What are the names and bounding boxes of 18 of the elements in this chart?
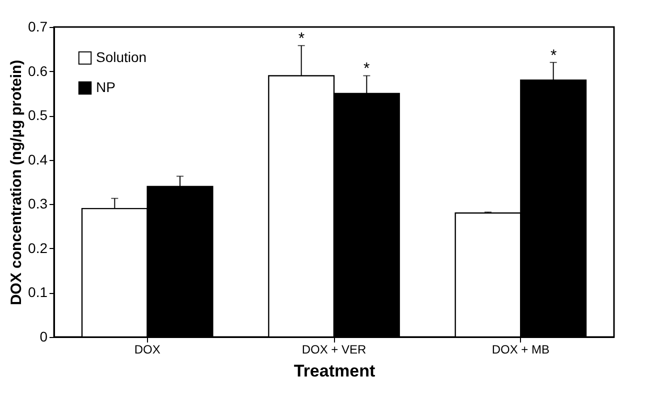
y-tick-label: 0.7 <box>28 18 48 34</box>
legend-label: Solution <box>96 49 147 65</box>
y-tick-label: 0.1 <box>28 284 48 300</box>
x-axis-title: Treatment <box>294 362 376 380</box>
y-tick-label: 0 <box>40 328 48 344</box>
legend-label: NP <box>96 79 116 95</box>
y-tick-label: 0.4 <box>28 151 48 168</box>
y-tick-label: 0.3 <box>28 196 48 212</box>
x-tick-label: DOX + VER <box>302 342 367 356</box>
x-tick-label: DOX + MB <box>492 342 550 356</box>
y-tick-label: 0.2 <box>28 240 48 256</box>
annotation: * <box>298 30 305 48</box>
annotation: * <box>363 60 370 78</box>
x-tick-label: DOX <box>134 342 160 356</box>
y-tick-label: 0.5 <box>28 107 48 124</box>
y-tick-label: 0.6 <box>28 62 48 79</box>
annotation: * <box>550 47 557 64</box>
y-axis-title: DOX concentration (ng/µg protein) <box>8 60 26 306</box>
